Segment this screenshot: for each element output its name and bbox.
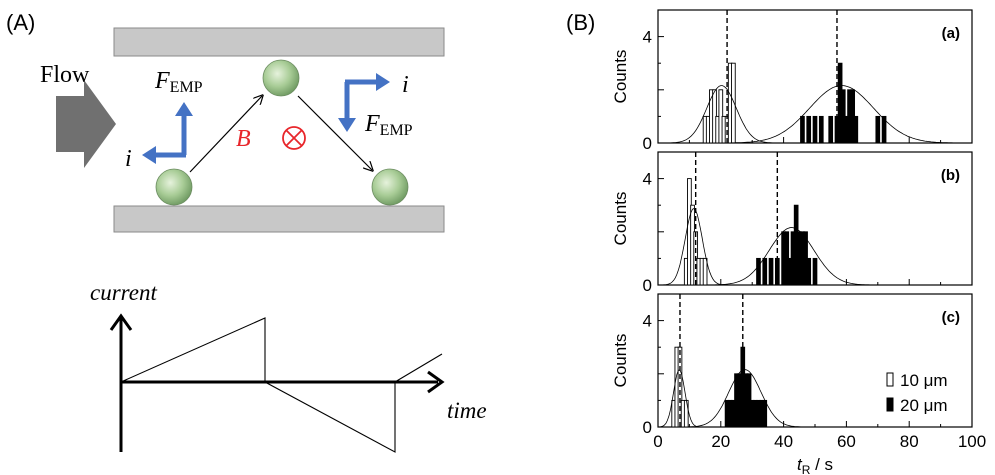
left-force-current-arrows: [142, 102, 193, 164]
histogram-panel-2: 0 4 Counts (b): [611, 151, 973, 295]
trajectory-up-arrow: [189, 96, 262, 173]
force-label-right: FEMP: [364, 111, 413, 139]
x-tick-label: 20: [711, 432, 730, 451]
particle-sphere-right: [371, 168, 409, 206]
force-label-left: FEMP: [154, 68, 203, 96]
gaussian-fit-curve: [658, 227, 972, 286]
subpanel-tag: (c): [942, 309, 960, 326]
legend: 10 μm 20 μm: [886, 371, 948, 415]
legend-filled-swatch: [886, 397, 894, 412]
gaussian-fit-curve: [658, 85, 972, 144]
histogram-panel-3: 0 4 Counts (c) 0 20 40 60 80 100 tR / s 10 μm 20 μm: [611, 293, 986, 475]
x-tick-label: 100: [958, 432, 986, 451]
bar-10um: [731, 62, 736, 144]
top-plate: [113, 27, 445, 57]
panel-b-label: (B): [566, 10, 595, 35]
bar-20um: [853, 115, 859, 144]
particle-sphere-top: [262, 59, 300, 97]
y-axis-label: Counts: [611, 50, 630, 104]
panel-b: (B) 0 4 Counts (a) 0 4 Counts (b) 0 4 Counts (c) 0 20…: [566, 9, 986, 475]
bar-20um: [818, 115, 824, 144]
flow-label: Flow: [40, 62, 90, 88]
right-force-current-arrows: [338, 73, 390, 132]
legend-open-swatch: [886, 372, 894, 387]
x-tick-label: 40: [774, 432, 793, 451]
histogram-stack: 0 4 Counts (a) 0 4 Counts (b) 0 4 Counts (c) 0 20 40 60…: [611, 9, 986, 475]
particle-sphere-left: [155, 168, 193, 206]
x-tick-label: 60: [837, 432, 856, 451]
x-tick-label: 0: [653, 432, 662, 451]
bar-10um: [702, 257, 708, 286]
bar-20um: [875, 115, 881, 144]
bottom-plate: [113, 205, 445, 233]
bar-10um: [683, 399, 689, 428]
flow-arrow-icon: [56, 80, 116, 168]
y-axis-label: Counts: [611, 192, 630, 246]
bar-20um: [806, 257, 812, 286]
y-tick-label: 4: [643, 312, 652, 331]
bar-20um: [762, 399, 768, 428]
subpanel-tag: (b): [941, 167, 960, 184]
bar-20um: [800, 115, 805, 144]
panel-a: (A) Flow FEMP i i FEMP: [6, 10, 487, 453]
y-tick-label: 0: [643, 134, 652, 153]
y-axis-label: Counts: [611, 334, 630, 388]
current-waveform: [120, 317, 443, 453]
bar-20um: [762, 257, 768, 286]
subpanel-tag: (a): [942, 25, 960, 42]
current-label-left: i: [125, 146, 132, 172]
x-tick-label: 80: [900, 432, 919, 451]
panel-a-label: (A): [6, 10, 35, 35]
y-tick-label: 0: [643, 418, 652, 437]
trajectory-down-arrow: [297, 95, 372, 170]
x-axis-label: tR / s: [797, 455, 833, 475]
bar-20um: [768, 257, 774, 286]
time-axis-label: time: [447, 398, 487, 423]
bar-20um: [812, 115, 818, 144]
y-tick-label: 0: [643, 276, 652, 295]
bar-20um: [806, 115, 812, 144]
bar-20um: [828, 115, 834, 144]
legend-filled-label: 20 μm: [900, 396, 948, 415]
y-tick-label: 4: [643, 28, 652, 47]
bar-20um: [756, 257, 761, 286]
current-time-axes: [109, 313, 445, 452]
gaussian-fit-curve: [658, 85, 972, 144]
legend-open-label: 10 μm: [900, 371, 948, 390]
current-axis-label: current: [90, 280, 157, 305]
gaussian-fit-curve: [658, 369, 972, 428]
y-tick-label: 4: [643, 170, 652, 189]
bar-20um: [812, 257, 818, 286]
field-label: B: [236, 126, 251, 152]
histogram-panel-1: 0 4 Counts (a): [611, 9, 973, 153]
field-into-page-icon: [282, 126, 306, 150]
current-label-right: i: [402, 72, 409, 98]
